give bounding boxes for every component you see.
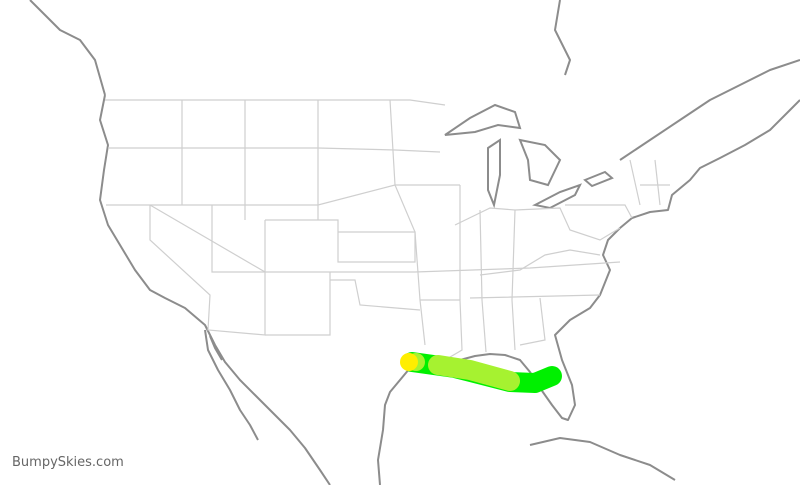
lake-superior <box>444 103 522 136</box>
lake-ontario <box>583 170 614 188</box>
state-borders <box>105 99 670 361</box>
watermark: BumpySkies.com <box>12 455 124 470</box>
coastline-west <box>99 94 331 485</box>
cuba <box>529 437 676 481</box>
lake-michigan <box>487 138 501 209</box>
lake-erie <box>532 183 582 210</box>
coastline-canada <box>29 0 800 161</box>
lake-huron <box>518 138 562 187</box>
route-segment-light-chop <box>428 355 520 391</box>
route-start-marker <box>400 353 418 371</box>
baja-peninsula <box>204 329 259 441</box>
flight-route <box>400 352 562 393</box>
coastline-gulf <box>377 99 800 485</box>
